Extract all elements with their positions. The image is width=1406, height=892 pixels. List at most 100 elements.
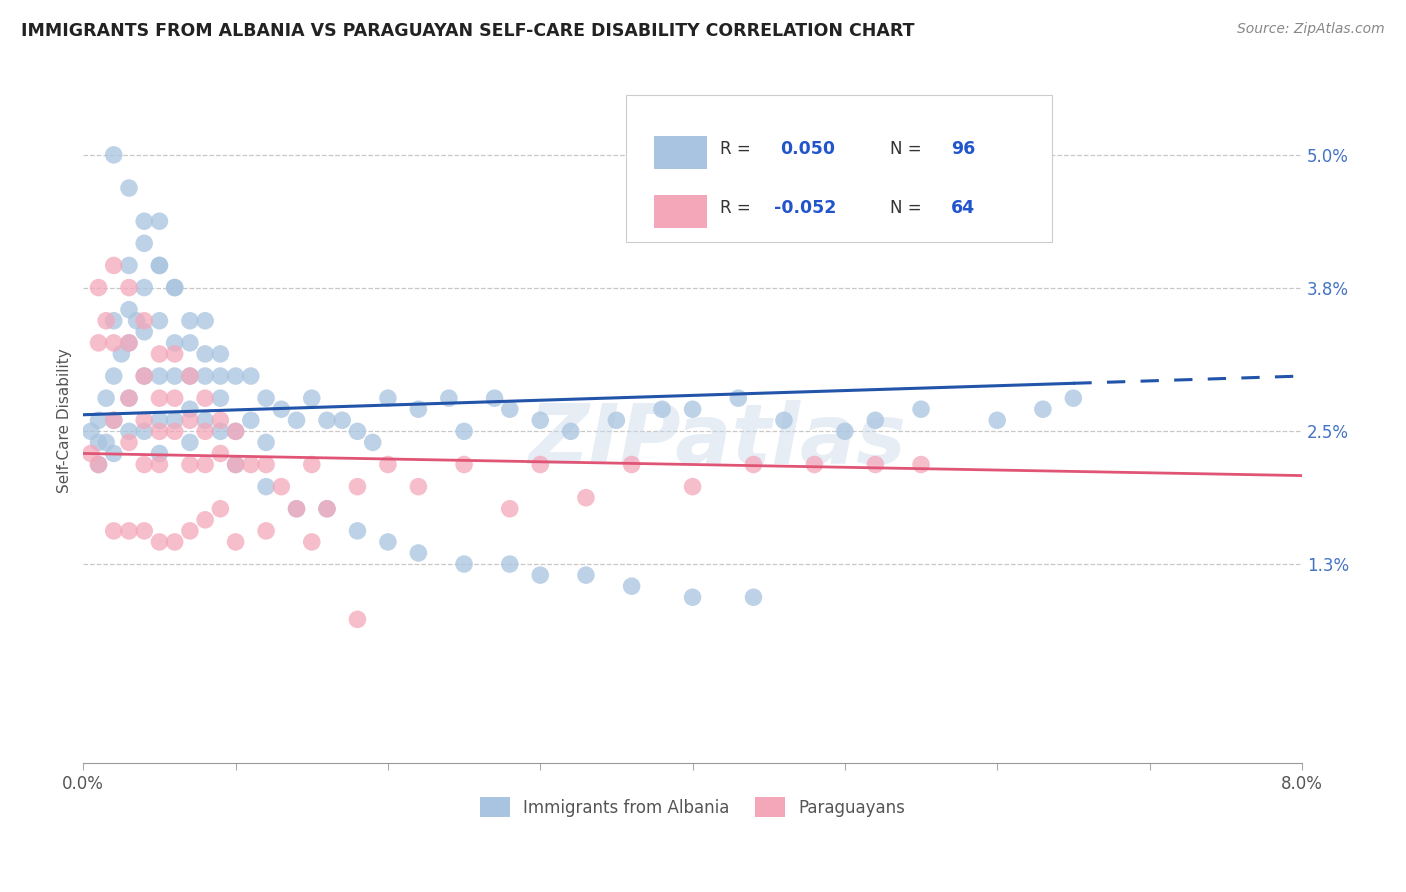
Point bbox=[148, 259, 170, 273]
Point bbox=[87, 458, 110, 472]
FancyBboxPatch shape bbox=[626, 95, 1052, 242]
Point bbox=[225, 458, 247, 472]
Point bbox=[301, 458, 323, 472]
Point bbox=[179, 435, 201, 450]
Point bbox=[316, 501, 339, 516]
Text: R =: R = bbox=[720, 140, 761, 158]
Text: 0.050: 0.050 bbox=[780, 140, 835, 158]
Point bbox=[773, 413, 796, 427]
Point bbox=[148, 214, 170, 228]
Point bbox=[103, 148, 125, 162]
Point bbox=[134, 524, 156, 538]
Point bbox=[148, 458, 170, 472]
Point bbox=[301, 391, 323, 405]
Point bbox=[682, 591, 704, 605]
Point bbox=[453, 557, 475, 571]
Point bbox=[163, 280, 186, 294]
Point bbox=[94, 391, 117, 405]
Text: R =: R = bbox=[720, 199, 755, 217]
Point bbox=[209, 446, 232, 460]
Point bbox=[118, 302, 141, 317]
Point bbox=[179, 369, 201, 384]
Point bbox=[194, 347, 217, 361]
Point bbox=[865, 458, 887, 472]
Point bbox=[239, 413, 262, 427]
Point bbox=[865, 413, 887, 427]
Point bbox=[910, 402, 932, 417]
Point bbox=[408, 546, 430, 560]
Point bbox=[316, 501, 339, 516]
Point bbox=[118, 524, 141, 538]
Text: 96: 96 bbox=[950, 140, 976, 158]
Point bbox=[346, 425, 368, 439]
Point bbox=[134, 280, 156, 294]
Point bbox=[285, 501, 308, 516]
Point bbox=[209, 425, 232, 439]
Point bbox=[377, 391, 399, 405]
Point bbox=[254, 435, 277, 450]
Point bbox=[910, 458, 932, 472]
Point bbox=[80, 425, 103, 439]
Point bbox=[254, 480, 277, 494]
Point bbox=[209, 413, 232, 427]
Point bbox=[94, 435, 117, 450]
Point bbox=[125, 314, 148, 328]
Point bbox=[346, 524, 368, 538]
Point bbox=[346, 480, 368, 494]
Point bbox=[103, 335, 125, 350]
Point bbox=[87, 335, 110, 350]
Point bbox=[209, 391, 232, 405]
Point bbox=[134, 413, 156, 427]
Point bbox=[148, 446, 170, 460]
Point bbox=[270, 402, 292, 417]
Point bbox=[499, 501, 522, 516]
Point bbox=[209, 501, 232, 516]
Point bbox=[408, 402, 430, 417]
Point bbox=[605, 413, 627, 427]
Point bbox=[163, 335, 186, 350]
Y-axis label: Self-Care Disability: Self-Care Disability bbox=[58, 348, 72, 492]
Point bbox=[194, 425, 217, 439]
Point bbox=[225, 458, 247, 472]
Point bbox=[163, 280, 186, 294]
Point bbox=[742, 458, 765, 472]
Point bbox=[118, 259, 141, 273]
Point bbox=[194, 413, 217, 427]
Point bbox=[575, 491, 598, 505]
Point bbox=[194, 458, 217, 472]
Point bbox=[118, 335, 141, 350]
Point bbox=[110, 347, 132, 361]
Point bbox=[87, 435, 110, 450]
Point bbox=[209, 347, 232, 361]
Legend: Immigrants from Albania, Paraguayans: Immigrants from Albania, Paraguayans bbox=[474, 791, 911, 823]
Point bbox=[330, 413, 353, 427]
FancyBboxPatch shape bbox=[654, 136, 707, 169]
Text: N =: N = bbox=[890, 140, 927, 158]
Point bbox=[254, 524, 277, 538]
Point bbox=[682, 480, 704, 494]
Point bbox=[103, 259, 125, 273]
Point bbox=[134, 314, 156, 328]
Point bbox=[87, 413, 110, 427]
Point bbox=[179, 402, 201, 417]
Point bbox=[148, 413, 170, 427]
Point bbox=[742, 591, 765, 605]
Point bbox=[179, 335, 201, 350]
Point bbox=[163, 369, 186, 384]
Point bbox=[118, 391, 141, 405]
Point bbox=[179, 314, 201, 328]
Point bbox=[194, 369, 217, 384]
Point bbox=[103, 446, 125, 460]
Point bbox=[484, 391, 506, 405]
Point bbox=[254, 458, 277, 472]
Point bbox=[270, 480, 292, 494]
Point bbox=[499, 557, 522, 571]
Point bbox=[560, 425, 582, 439]
Point bbox=[620, 458, 643, 472]
Point bbox=[194, 314, 217, 328]
Point bbox=[148, 347, 170, 361]
Text: IMMIGRANTS FROM ALBANIA VS PARAGUAYAN SELF-CARE DISABILITY CORRELATION CHART: IMMIGRANTS FROM ALBANIA VS PARAGUAYAN SE… bbox=[21, 22, 914, 40]
Point bbox=[118, 425, 141, 439]
Point bbox=[87, 458, 110, 472]
Point bbox=[225, 369, 247, 384]
